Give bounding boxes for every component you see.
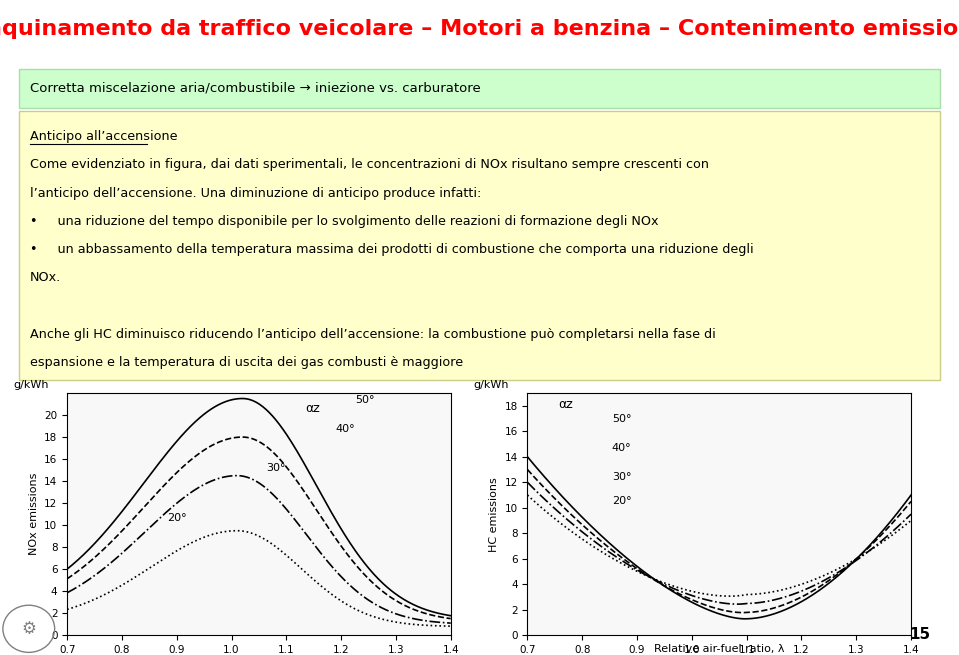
Y-axis label: NOx emissions: NOx emissions	[29, 473, 38, 555]
Text: •     una riduzione del tempo disponibile per lo svolgimento delle reazioni di f: • una riduzione del tempo disponibile pe…	[31, 215, 659, 228]
Text: 40°: 40°	[612, 443, 631, 453]
Text: 50°: 50°	[355, 395, 374, 405]
Text: 50°: 50°	[612, 414, 631, 424]
Text: g/kWh: g/kWh	[474, 380, 509, 390]
Text: Corretta miscelazione aria/combustibile → iniezione vs. carburatore: Corretta miscelazione aria/combustibile …	[31, 82, 481, 95]
Text: Anche gli HC diminuisco riducendo l’anticipo dell’accensione: la combustione può: Anche gli HC diminuisco riducendo l’anti…	[31, 328, 716, 341]
Text: 15: 15	[909, 627, 930, 642]
Text: Anticipo all’accensione: Anticipo all’accensione	[31, 130, 177, 143]
Text: ⚙: ⚙	[21, 620, 36, 638]
Text: αz: αz	[305, 402, 319, 415]
Text: •     un abbassamento della temperatura massima dei prodotti di combustione che : • un abbassamento della temperatura mass…	[31, 243, 754, 256]
Text: 30°: 30°	[612, 472, 631, 482]
Text: Relative air-fuel ratio, λ: Relative air-fuel ratio, λ	[654, 644, 784, 654]
Text: g/kWh: g/kWh	[13, 380, 49, 390]
Y-axis label: HC emissions: HC emissions	[489, 477, 499, 552]
Text: NOx.: NOx.	[31, 271, 61, 284]
Text: Inquinamento da traffico veicolare – Motori a benzina – Contenimento emissioni: Inquinamento da traffico veicolare – Mot…	[0, 20, 959, 39]
Text: 20°: 20°	[167, 514, 186, 523]
Text: Come evidenziato in figura, dai dati sperimentali, le concentrazioni di NOx risu: Come evidenziato in figura, dai dati spe…	[31, 159, 710, 172]
Text: 30°: 30°	[267, 462, 286, 472]
FancyBboxPatch shape	[19, 111, 940, 380]
FancyBboxPatch shape	[19, 69, 940, 108]
Text: espansione e la temperatura di uscita dei gas combusti è maggiore: espansione e la temperatura di uscita de…	[31, 356, 463, 369]
Text: l’anticipo dell’accensione. Una diminuzione di anticipo produce infatti:: l’anticipo dell’accensione. Una diminuzi…	[31, 187, 481, 200]
Text: 40°: 40°	[336, 424, 355, 434]
Text: 20°: 20°	[612, 496, 631, 506]
Text: αz: αz	[558, 398, 573, 411]
